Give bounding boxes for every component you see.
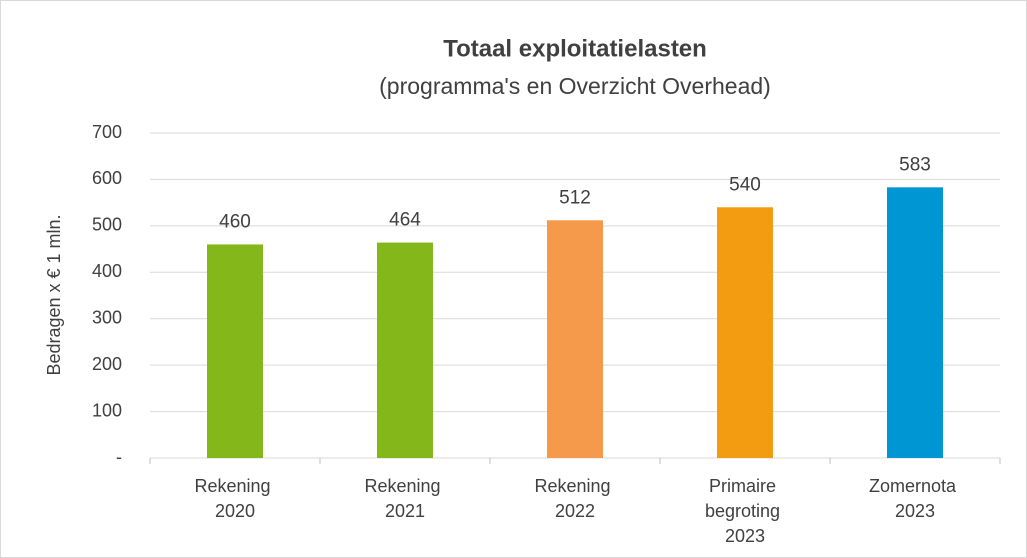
x-tick-label: Rekening 2021 [364, 476, 445, 521]
y-axis-label: Bedragen x € 1 mln. [44, 214, 64, 375]
data-label: 464 [389, 210, 421, 231]
bar [547, 220, 603, 458]
y-tick-label: 300 [92, 307, 122, 327]
x-tick-label: Rekening 2022 [534, 476, 615, 521]
data-label: 540 [729, 174, 761, 195]
y-tick-label: 500 [92, 215, 122, 235]
bar [887, 187, 943, 459]
bar [377, 242, 433, 458]
y-tick-label: - [116, 447, 122, 467]
y-tick-label: 600 [92, 168, 122, 188]
data-label: 460 [219, 211, 251, 232]
bar [207, 244, 263, 458]
x-tick-label: Rekening 2020 [194, 476, 275, 521]
data-label: 583 [899, 154, 931, 175]
y-tick-label: 400 [92, 261, 122, 281]
data-label: 512 [559, 187, 591, 208]
chart-title: Totaal exploitatielasten [443, 35, 707, 62]
bar [717, 207, 773, 458]
y-tick-label: 100 [92, 400, 122, 420]
chart-subtitle: (programma's en Overzicht Overhead) [379, 73, 771, 99]
x-tick-label: Primaire begroting 2023 [705, 476, 785, 546]
y-tick-label: 200 [92, 354, 122, 374]
x-tick-label: Zomernota 2023 [869, 476, 961, 521]
y-tick-label: 700 [92, 122, 122, 142]
